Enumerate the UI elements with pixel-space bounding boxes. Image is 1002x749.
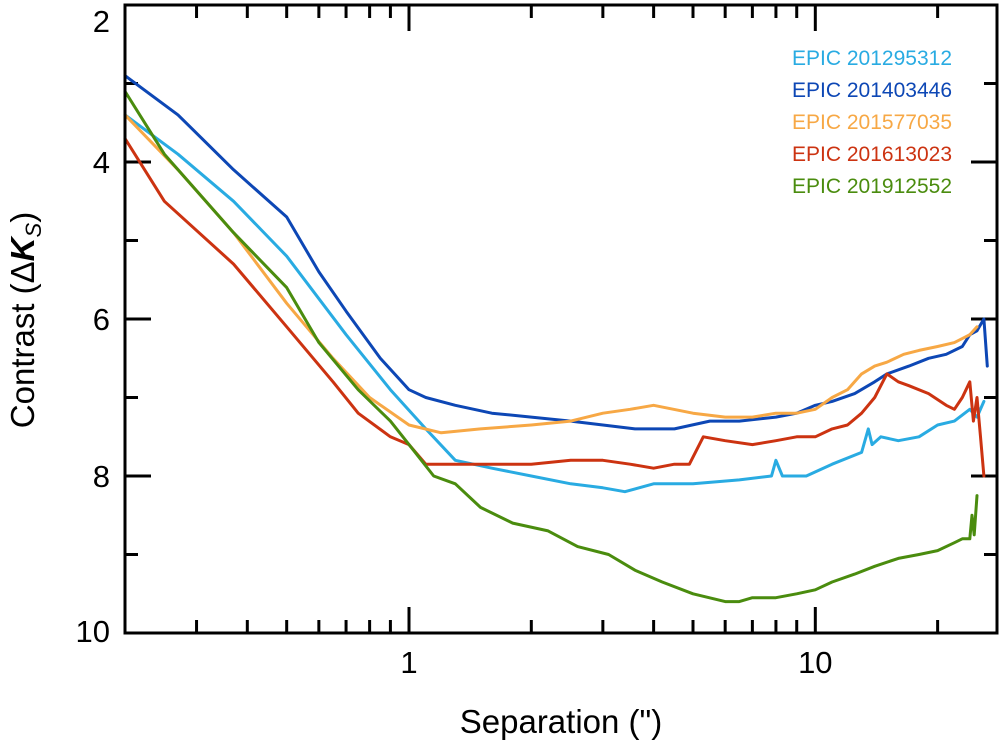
y-axis-title-sub: S [21,222,46,237]
series-line-1 [123,113,986,494]
series-line-2 [123,74,989,431]
series-line-5 [123,89,979,604]
y-axis-title-prefix: Contrast ( [4,283,41,428]
legend: EPIC 201295312 EPIC 201403446 EPIC 2015770… [792,47,952,198]
y-axis-title-suffix: ) [4,212,41,223]
lines-layer [123,74,989,604]
legend-entry-1: EPIC 201295312 [792,47,952,70]
y-axis-title: Contrast (ΔKS) [4,212,46,428]
y-tick-label: 2 [93,4,110,39]
tick-labels-layer: 1 10 2 4 6 8 10 [76,4,833,680]
y-tick-label: 10 [76,614,110,649]
y-axis-title-var: K [4,235,41,261]
series-line-3 [123,113,979,435]
x-tick-label: 10 [798,645,832,680]
legend-entry-5: EPIC 201912552 [792,175,952,198]
legend-entry-4: EPIC 201613023 [792,143,952,166]
y-tick-label: 4 [93,145,110,180]
legend-entry-2: EPIC 201403446 [792,79,952,102]
x-axis-title: Separation (") [460,703,662,740]
y-tick-label: 8 [93,459,110,494]
plot-frame [123,3,999,635]
y-tick-label: 6 [93,302,110,337]
series-line-4 [123,137,986,478]
x-tick-label: 1 [400,645,417,680]
legend-entry-3: EPIC 201577035 [792,111,952,134]
y-axis-title-delta: Δ [4,261,41,283]
